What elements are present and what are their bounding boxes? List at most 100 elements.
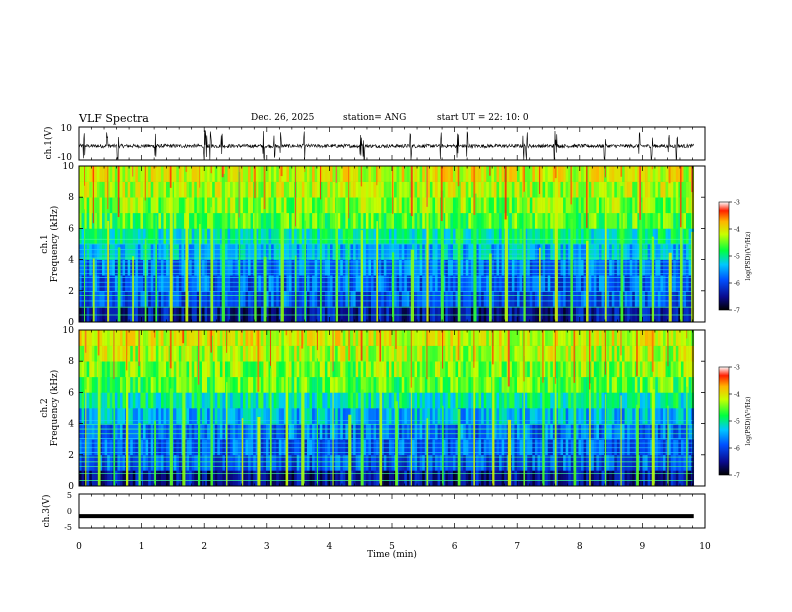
spectrogram-cell (552, 181, 556, 198)
spectrogram-cell (135, 454, 139, 471)
spectrogram-cell (155, 361, 159, 378)
spectrogram-cell (91, 408, 95, 424)
spectrogram-cell (299, 345, 303, 362)
spectrogram-cell (429, 439, 433, 456)
spectrogram-cell (289, 470, 292, 487)
spectrogram-cell (632, 345, 636, 362)
spectrogram-cell (291, 166, 295, 182)
spectrogram-cell (327, 423, 331, 440)
spectrogram-cell (540, 197, 543, 214)
spectrogram-cell (388, 454, 392, 471)
spectrogram-cell (332, 376, 336, 393)
spectrogram-cell (396, 212, 400, 229)
spectrogram-cell (99, 275, 103, 292)
spectrogram-cell (376, 212, 379, 229)
spectrogram-cell (312, 470, 315, 487)
spectrogram-cell (296, 290, 300, 307)
spectrogram-cell (550, 228, 554, 245)
spectrogram-cell (593, 361, 597, 378)
spectrogram-cell (265, 306, 269, 323)
spectrogram-cell (217, 306, 221, 323)
spectrogram-cell (611, 212, 615, 229)
spectrogram-cell (427, 439, 431, 456)
spectrogram-cell (314, 197, 318, 214)
spectrogram-cell (89, 181, 93, 198)
spectrogram-cell (132, 290, 136, 307)
spectrogram-cell (565, 259, 569, 276)
spectrogram-cell (652, 197, 656, 214)
spectrogram-cell (212, 290, 216, 307)
spectrogram-cell (483, 197, 487, 214)
spectrogram-cell (314, 423, 318, 440)
spectrogram-cell (291, 244, 295, 260)
spectrogram-cell (514, 181, 518, 198)
spectrogram-cell (376, 197, 379, 214)
spectrogram-cell (632, 392, 636, 409)
spectrogram-cell (107, 376, 111, 393)
spectrogram-cell (337, 423, 341, 440)
sferic-core (169, 166, 172, 188)
spectrogram-cell (355, 259, 359, 276)
spectrogram-cell (404, 330, 408, 346)
spectrogram-cell (353, 259, 356, 276)
spectrogram-cell (135, 290, 139, 307)
spectrogram-cell (250, 361, 254, 378)
spectrogram-cell (301, 259, 305, 276)
spectrogram-cell (688, 408, 692, 424)
spectrogram-cell (158, 408, 162, 424)
spectrogram-cell (540, 376, 543, 393)
spectrogram-cell (263, 392, 267, 409)
spectrogram-cell (437, 392, 441, 409)
spectrogram-cell (184, 454, 187, 471)
spectrogram-cell (276, 392, 280, 409)
spectrogram-cell (137, 181, 141, 198)
spectrogram-cell (235, 345, 239, 362)
spectrogram-cell (647, 212, 651, 229)
spectrogram-cell (265, 439, 269, 456)
spectrogram-cell (265, 392, 269, 409)
spectrogram-cell (611, 290, 615, 307)
spectrogram-cell (642, 290, 646, 307)
spectrogram-cell (616, 197, 620, 214)
spectrogram-cell (368, 392, 372, 409)
spectrogram-cell (143, 212, 146, 229)
spectrogram-cell (578, 275, 582, 292)
spectrogram-cell (173, 166, 177, 182)
spectrogram-cell (181, 259, 185, 276)
spectrogram-cell (447, 376, 451, 393)
spectrogram-cell (445, 197, 449, 214)
spectrogram-cell (227, 181, 231, 198)
spectrogram-cell (125, 244, 128, 260)
spectrogram-cell (598, 228, 602, 245)
spectrogram-cell (514, 275, 518, 292)
spectrogram-cell (642, 330, 646, 346)
spectrogram-cell (486, 275, 490, 292)
spectrogram-cell (212, 181, 216, 198)
spectrogram-cell (150, 275, 154, 292)
spectrogram-cell (360, 197, 364, 214)
sferic-streak (586, 240, 589, 322)
spectrogram-cell (568, 392, 572, 409)
spectrogram-cell (424, 244, 428, 260)
spectrogram-cell (596, 290, 600, 307)
spectrogram-cell (606, 454, 610, 471)
spectrogram-cell (160, 244, 164, 260)
spectrogram-cell (586, 454, 590, 471)
sferic-core (679, 166, 682, 228)
spectrogram-cell (130, 470, 134, 487)
spectrogram-cell (632, 212, 636, 229)
spectrogram-cell (135, 228, 139, 245)
spectrogram-cell (657, 470, 661, 487)
sferic-core (360, 166, 363, 187)
spectrogram-cell (81, 290, 85, 307)
spectrogram-cell (248, 181, 251, 198)
spectrogram-cell (230, 345, 233, 362)
spectrogram-cell (578, 290, 582, 307)
spectrogram-cell (324, 345, 328, 362)
spectrogram-cell (171, 345, 175, 362)
spectrogram-cell (306, 244, 310, 260)
spectrogram-cell (230, 439, 233, 456)
spectrogram-cell (417, 197, 420, 214)
spectrogram-cell (201, 361, 205, 378)
spectrogram-cell (570, 454, 574, 471)
